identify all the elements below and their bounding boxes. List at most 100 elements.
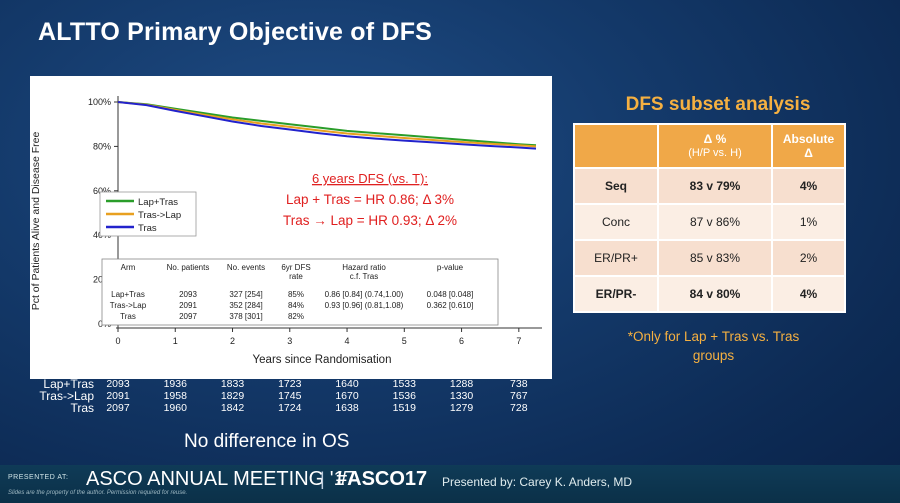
inset-table-cell: 0.93 [0.96] (0.81,1.08) — [325, 301, 404, 310]
inset-table-cell: 82% — [288, 312, 304, 321]
annotation-heading: 6 years DFS (vs. T): — [312, 171, 428, 186]
series-line-tras — [117, 101, 537, 150]
dfs-annotation: 6 years DFS (vs. T): Lap + Tras = HR 0.8… — [283, 171, 457, 228]
inset-table-border — [101, 258, 499, 326]
subset-row-label: Seq — [573, 167, 659, 205]
y-tick-label: 60% — [93, 186, 111, 196]
series-line-tras-lap — [117, 101, 537, 148]
risk-table-row: Tras->Lap 2091 1958 1829 1745 1670 1536 1330 767 — [30, 390, 552, 402]
inset-table-cell: 2093 — [179, 290, 197, 299]
x-tick-label: 5 — [402, 336, 407, 346]
slide-title: ALTTO Primary Objective of DFS — [38, 18, 433, 46]
risk-table-cell: 1288 — [449, 378, 474, 390]
risk-table-row: Tras 2097 1960 1842 1724 1638 1519 1279 728 — [30, 402, 552, 414]
legend-label-tras: Tras — [138, 223, 157, 234]
risk-table-cell: 2093 — [106, 378, 130, 390]
subset-row: Conc 87 v 86% 1% — [573, 203, 846, 241]
footer-presented-at: PRESENTED AT: — [8, 474, 69, 481]
inset-table-cell: Tras — [120, 312, 136, 321]
inset-header-arm: Arm — [121, 263, 136, 272]
subset-row-label: ER/PR- — [573, 275, 659, 313]
risk-table-cell: 1533 — [392, 378, 416, 390]
subset-header-abs-sub: Δ — [804, 146, 813, 160]
risk-table-arm: Tras — [70, 401, 94, 415]
inset-header-p: p-value — [437, 263, 464, 272]
subset-row-label: ER/PR+ — [573, 239, 659, 277]
x-tick-label: 3 — [287, 336, 292, 346]
risk-table-arm: Lap+Tras — [43, 377, 94, 391]
inset-table-cell: 2097 — [179, 312, 197, 321]
subset-row-delta: 87 v 86% — [657, 203, 773, 241]
x-axis-label: Years since Randomisation — [253, 354, 392, 366]
subset-footnote: *Only for Lap + Tras vs. Tras groups — [596, 327, 831, 365]
x-tick-label: 2 — [230, 336, 235, 346]
legend-label-tras-lap: Tras->Lap — [138, 210, 181, 221]
subset-row-abs: 1% — [771, 203, 846, 241]
x-tick-label: 0 — [115, 336, 120, 346]
subset-header-delta-label: Δ % — [703, 132, 727, 146]
inset-summary-table: Arm No. patients No. events 6yr DFS rate … — [101, 258, 499, 326]
footer-presenter: Presented by: Carey K. Anders, MD — [442, 475, 633, 489]
risk-table-cell: 767 — [510, 390, 528, 402]
chart-curves — [117, 101, 537, 150]
x-tick-label: 7 — [516, 336, 521, 346]
risk-table-cell: 1536 — [392, 390, 416, 402]
subset-header-abs-label: Absolute — [782, 132, 835, 146]
inset-table-cell: 0.362 [0.610] — [427, 301, 474, 310]
subset-row-abs: 4% — [771, 167, 846, 205]
risk-table-cell: 1330 — [449, 390, 474, 402]
risk-table-cell: 2097 — [106, 402, 130, 414]
subset-row-abs: 2% — [771, 239, 846, 277]
inset-table-cell: 352 [284] — [229, 301, 262, 310]
inset-table-cell: 378 [301] — [229, 312, 262, 321]
subset-row-delta: 84 v 80% — [657, 275, 773, 313]
risk-table-cell: 1670 — [335, 390, 359, 402]
inset-header-events: No. events — [227, 263, 265, 272]
subset-table: Δ % (H/P vs. H) Absolute Δ Seq 83 v 79% … — [573, 123, 846, 313]
risk-table-cell: 1640 — [335, 378, 359, 390]
inset-table-cell: Tras->Lap — [110, 301, 147, 310]
subset-header-blank — [573, 123, 659, 169]
risk-table-arm: Tras->Lap — [39, 389, 94, 403]
subset-row-delta: 85 v 83% — [657, 239, 773, 277]
x-tick-label: 1 — [173, 336, 178, 346]
subset-row: ER/PR- 84 v 80% 4% — [573, 275, 846, 313]
series-line-lap-tras — [117, 101, 537, 147]
risk-table-cell: 738 — [510, 378, 528, 390]
subset-row: Seq 83 v 79% 4% — [573, 167, 846, 205]
chart-legend: Lap+Tras Tras->Lap Tras — [99, 191, 197, 237]
subset-header-delta-sub: (H/P vs. H) — [688, 147, 742, 159]
subset-header-absolute: Absolute Δ — [771, 123, 846, 169]
annotation-line-1: Lap + Tras = HR 0.86; Δ 3% — [286, 192, 454, 207]
risk-table-cell: 1960 — [163, 402, 187, 414]
inset-header-patients: No. patients — [167, 263, 210, 272]
footer-disclaimer: Slides are the property of the author. P… — [8, 490, 188, 496]
y-tick-label: 80% — [93, 141, 111, 151]
numbers-at-risk-table: Lap+Tras 2093 1936 1833 1723 1640 1533 1288 738 T… — [30, 378, 552, 418]
y-tick-label: 100% — [88, 97, 111, 107]
x-tick-label: 4 — [345, 336, 350, 346]
footer-meeting-name: ASCO ANNUAL MEETING '17 — [86, 468, 356, 490]
x-tick-label: 6 — [459, 336, 464, 346]
inset-table-cell: 0.86 [0.84] (0.74,1.00) — [325, 290, 404, 299]
risk-table-cell: 2091 — [106, 390, 130, 402]
inset-table-rows: Lap+Tras 2093 327 [254] 85% 0.86 [0.84] (0.7… — [110, 290, 474, 321]
inset-table-cell: Lap+Tras — [111, 290, 145, 299]
risk-table-cell: 1833 — [220, 378, 245, 390]
y-axis-label: Pct of Patients Alive and Disease Free — [30, 132, 42, 311]
subset-row-delta: 83 v 79% — [657, 167, 773, 205]
footer-bar: PRESENTED AT: ASCO ANNUAL MEETING '17 | … — [0, 465, 900, 503]
risk-table-cell: 1519 — [392, 402, 416, 414]
legend-label-lap-tras: Lap+Tras — [138, 197, 178, 208]
footer-separator: | — [320, 469, 325, 489]
annotation-line-2: Tras → Lap = HR 0.93; Δ 2% — [283, 213, 457, 228]
subset-title: DFS subset analysis — [625, 94, 811, 115]
risk-table-cell: 1638 — [335, 402, 359, 414]
subset-row-abs: 4% — [771, 275, 846, 313]
risk-table-cell: 1724 — [278, 402, 302, 414]
inset-header-hr: Hazard ratio c.f. Tras — [342, 263, 386, 281]
risk-table-cell: 1829 — [220, 390, 245, 402]
